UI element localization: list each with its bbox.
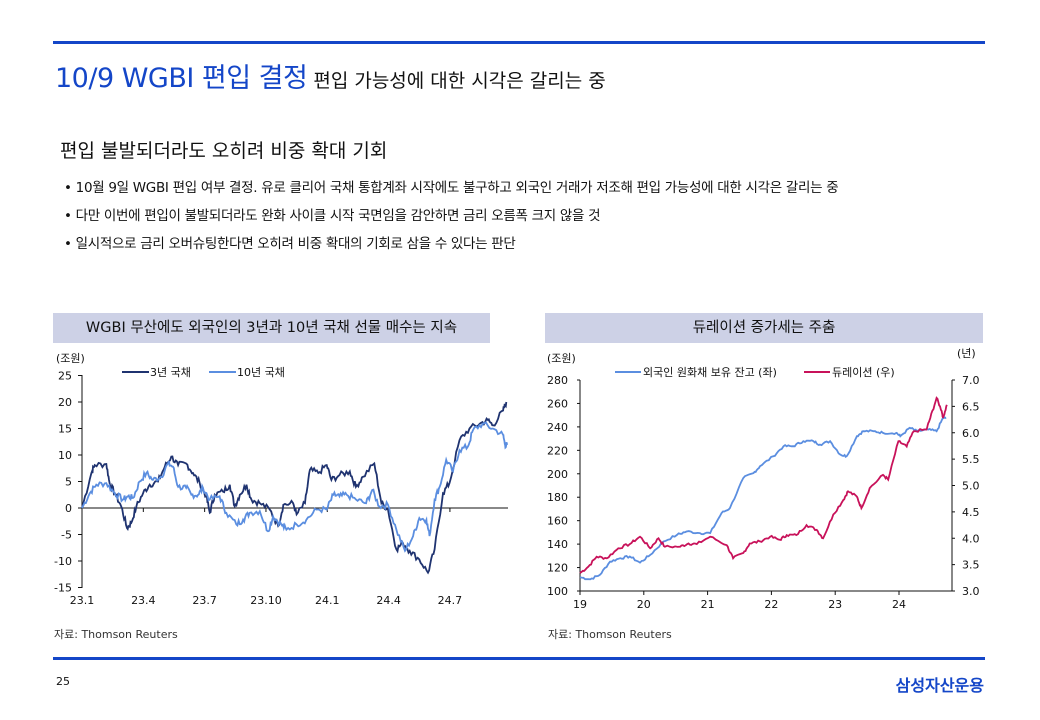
y-tick-label: 20	[58, 396, 72, 409]
y-left-tick-label: 220	[547, 444, 568, 457]
y-left-tick-label: 180	[547, 491, 568, 504]
bottom-rule	[53, 657, 985, 660]
company-logo: 삼성자산운용	[895, 676, 984, 695]
holdings-line	[579, 416, 947, 581]
y-tick-label: 15	[58, 423, 72, 436]
y-right-tick-label: 6.0	[962, 427, 980, 440]
x-tick-label: 24.1	[315, 594, 340, 607]
y-tick-label: 10	[58, 449, 72, 462]
section-title: 편입 불발되더라도 오히려 비중 확대 기회	[60, 140, 388, 162]
x-tick-label: 24.4	[376, 594, 401, 607]
page-title: 10/9 WGBI 편입 결정 편입 가능성에 대한 시각은 갈리는 중	[55, 56, 606, 95]
y-right-tick-label: 3.0	[962, 585, 980, 598]
y-tick-label: -10	[54, 555, 72, 568]
bullet-2: • 다만 이번에 편입이 불발되더라도 완화 사이클 시작 국면임을 감안하면 …	[64, 208, 601, 224]
chart1-title: WGBI 무산에도 외국인의 3년과 10년 국채 선물 매수는 지속	[53, 313, 490, 343]
page-number: 25	[56, 675, 70, 688]
y-left-tick-label: 100	[547, 585, 568, 598]
y-right-tick-label: 6.5	[962, 400, 980, 413]
series-line-10y	[81, 421, 509, 553]
y-tick-label: 0	[65, 502, 72, 515]
legend-label: 10년 국채	[237, 366, 285, 379]
x-tick-label: 19	[573, 598, 587, 611]
x-tick-label: 23.7	[192, 594, 217, 607]
chart2-source: 자료: Thomson Reuters	[548, 628, 672, 641]
chart2-unit-left: (조원)	[547, 352, 576, 365]
y-right-tick-label: 4.0	[962, 532, 980, 545]
legend-label: 3년 국채	[150, 366, 191, 379]
top-rule	[53, 41, 985, 44]
y-right-tick-label: 3.5	[962, 559, 980, 572]
y-right-tick-label: 5.0	[962, 480, 980, 493]
title-subtitle: 편입 가능성에 대한 시각은 갈리는 중	[313, 70, 606, 92]
x-tick-label: 20	[637, 598, 651, 611]
legend-label: 외국인 원화채 보유 잔고 (좌)	[643, 366, 777, 379]
chart2-unit-right: (년)	[957, 347, 976, 360]
y-left-tick-label: 240	[547, 421, 568, 434]
title-main: 10/9 WGBI 편입 결정	[55, 63, 308, 94]
chart1-source: 자료: Thomson Reuters	[54, 628, 178, 641]
y-tick-label: 5	[65, 476, 72, 489]
y-tick-label: -15	[54, 582, 72, 595]
y-left-tick-label: 260	[547, 397, 568, 410]
y-tick-label: 25	[58, 370, 72, 383]
chart2-title: 듀레이션 증가세는 주춤	[545, 313, 983, 343]
y-left-tick-label: 280	[547, 374, 568, 387]
y-right-tick-label: 4.5	[962, 506, 980, 519]
legend-label: 듀레이션 (우)	[832, 366, 895, 379]
x-tick-label: 23.1	[70, 594, 95, 607]
x-tick-label: 24	[892, 598, 906, 611]
y-left-tick-label: 160	[547, 515, 568, 528]
x-tick-label: 24.7	[438, 594, 463, 607]
y-right-tick-label: 7.0	[962, 374, 980, 387]
y-left-tick-label: 200	[547, 468, 568, 481]
y-left-tick-label: 140	[547, 538, 568, 551]
duration-line	[579, 396, 948, 574]
bullet-3: • 일시적으로 금리 오버슈팅한다면 오히려 비중 확대의 기회로 삼을 수 있…	[64, 236, 516, 252]
chart1-unit: (조원)	[56, 352, 85, 365]
y-right-tick-label: 5.5	[962, 453, 980, 466]
y-left-tick-label: 120	[547, 562, 568, 575]
x-tick-label: 21	[701, 598, 715, 611]
x-tick-label: 23	[828, 598, 842, 611]
x-tick-label: 23.4	[131, 594, 156, 607]
x-tick-label: 23.10	[250, 594, 282, 607]
y-tick-label: -5	[61, 529, 72, 542]
x-tick-label: 22	[764, 598, 778, 611]
bullet-1: • 10월 9일 WGBI 편입 여부 결정. 유로 클리어 국채 통합계좌 시…	[64, 180, 839, 196]
